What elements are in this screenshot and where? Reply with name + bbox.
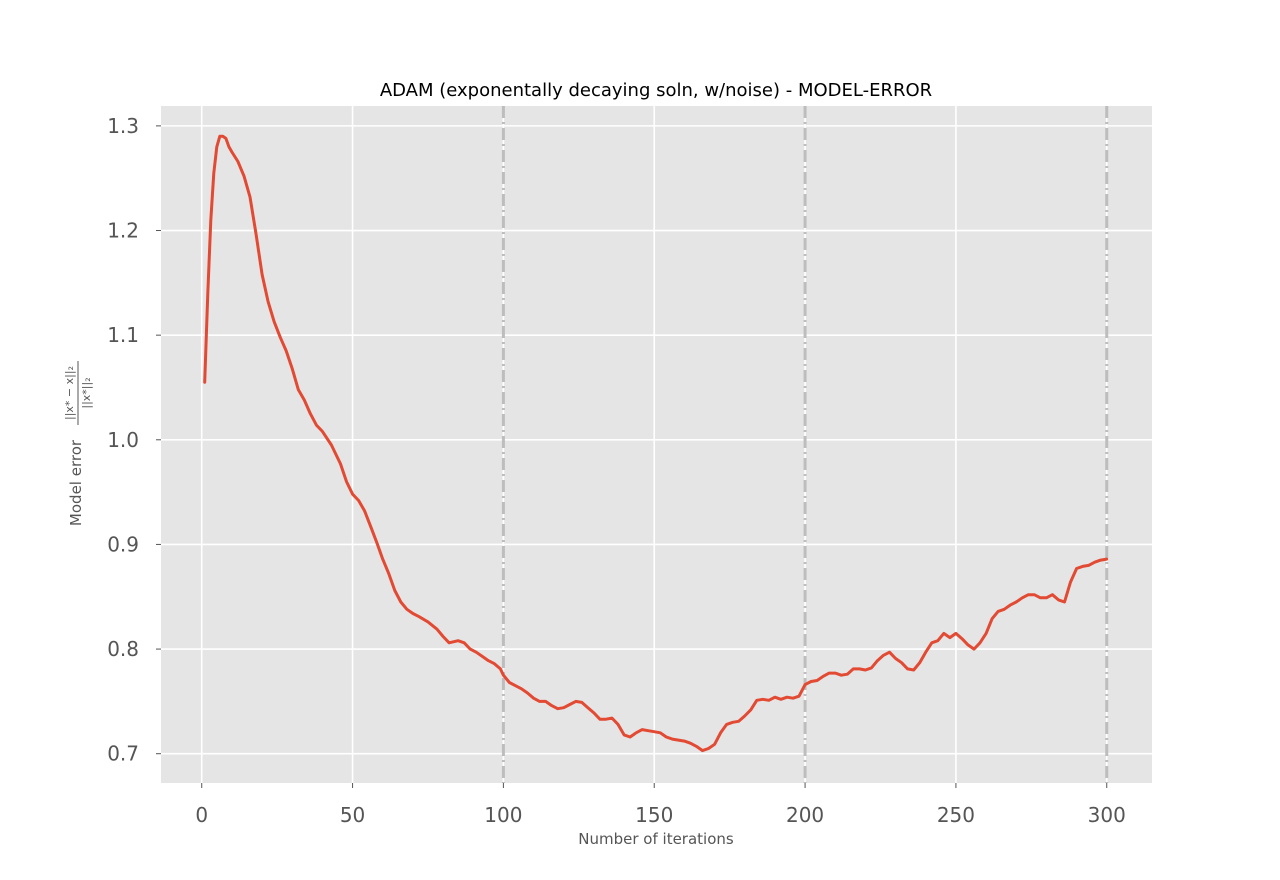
x-tick-label: 100 bbox=[484, 803, 522, 827]
series-layer bbox=[203, 134, 1109, 753]
y-tick-label: 1.2 bbox=[107, 219, 139, 243]
x-tick-label: 0 bbox=[195, 803, 208, 827]
x-tick-label: 300 bbox=[1088, 803, 1126, 827]
x-axis-label: Number of iterations bbox=[578, 830, 734, 848]
x-tick-label: 50 bbox=[340, 803, 365, 827]
y-axis-label: Model error ||x* − x||₂ ||x*||₂ bbox=[63, 361, 93, 526]
y-tick-label: 1.3 bbox=[107, 114, 139, 138]
y-tick-label: 0.8 bbox=[107, 637, 139, 661]
y-tick-label: 1.1 bbox=[107, 323, 139, 347]
x-tick-label: 150 bbox=[635, 803, 673, 827]
y-tick-label: 1.0 bbox=[107, 428, 139, 452]
plot-area bbox=[161, 106, 1152, 783]
y-axis-label-denominator: ||x*||₂ bbox=[80, 377, 93, 408]
series-line bbox=[203, 134, 1109, 753]
x-axis: 0 50 100 150 200 250 300 bbox=[195, 783, 1126, 827]
reference-lines bbox=[501, 106, 1109, 783]
chart-title: ADAM (exponentally decaying soln, w/nois… bbox=[380, 80, 932, 101]
y-tick-label: 0.7 bbox=[107, 742, 139, 766]
y-axis-label-numerator: ||x* − x||₂ bbox=[63, 366, 76, 420]
y-axis: 0.7 0.8 0.9 1.0 1.1 1.2 1.3 bbox=[107, 114, 161, 766]
y-axis-label-text: Model error bbox=[67, 439, 85, 526]
x-tick-label: 200 bbox=[786, 803, 824, 827]
y-tick-label: 0.9 bbox=[107, 532, 139, 556]
x-tick-label: 250 bbox=[937, 803, 975, 827]
